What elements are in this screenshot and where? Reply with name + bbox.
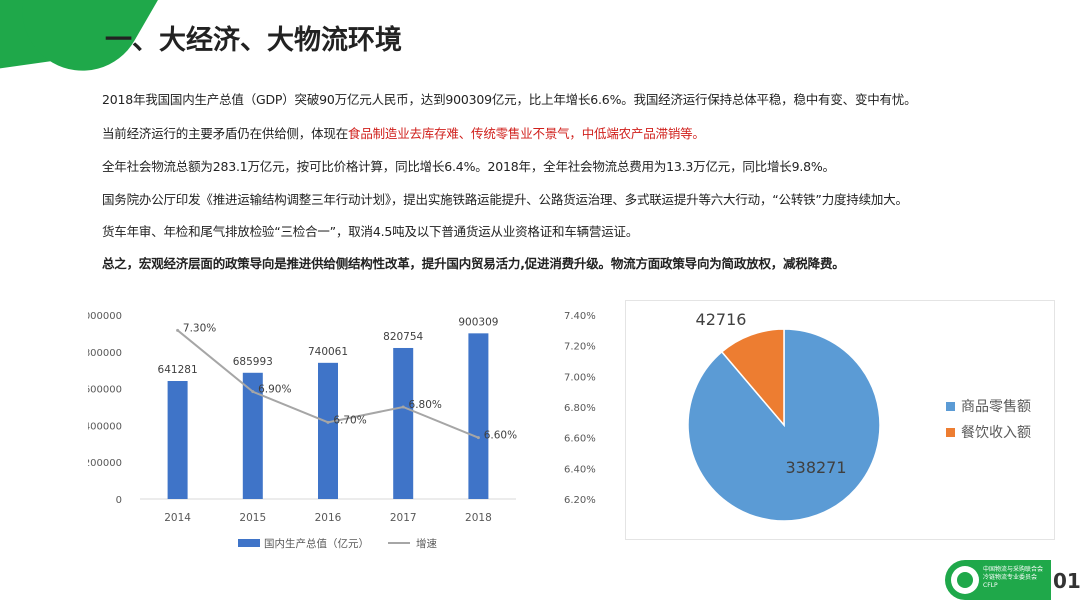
footer-org-abbr: CFLP <box>983 582 998 589</box>
growth-rate-point <box>176 328 180 332</box>
pie-slice-label: 338271 <box>785 458 846 477</box>
gdp-bar-value-label: 900309 <box>458 316 498 328</box>
growth-rate-label: 6.70% <box>333 414 366 426</box>
right-axis-tick-label: 6.20% <box>564 495 596 506</box>
gdp-bar-value-label: 820754 <box>383 331 423 343</box>
pie-legend-swatch <box>946 428 955 437</box>
pie-legend-label: 商品零售额 <box>961 399 1031 415</box>
right-axis-tick-label: 6.80% <box>564 403 596 414</box>
gdp-bar <box>468 333 489 499</box>
left-axis-tick-label: 1000000 <box>88 311 122 322</box>
retail-pie-chart: 338271 42716 商品零售额餐饮收入额 <box>625 300 1055 540</box>
page-title: 一、大经济、大物流环境 <box>105 25 402 56</box>
footer-org-line2: 冷链物流专业委员会 <box>983 574 1038 581</box>
gdp-chart: 0 200000 400000 600000 800000 1000000 6.20% 6.4… <box>77 302 598 562</box>
legend-label-gdp: 国内生产总值（亿元） <box>264 537 369 550</box>
paragraph-policy: 国务院办公厅印发《推进运输结构调整三年行动计划》，提出实施铁路运能提升、公路货运… <box>102 192 908 207</box>
gdp-bar-value-label: 641281 <box>158 364 198 376</box>
pie-legend-label: 餐饮收入额 <box>961 425 1031 441</box>
footer-brand: 中国物流与采购联合会 冷链物流专业委员会 CFLP 01 <box>945 558 1080 608</box>
legend-swatch-gdp <box>238 539 260 547</box>
gdp-bar-value-label: 740061 <box>308 346 348 358</box>
gdp-chart-svg: 0 200000 400000 600000 800000 1000000 6.20% 6.4… <box>77 311 596 550</box>
gdp-bar <box>393 347 414 499</box>
left-axis-tick-label: 600000 <box>88 385 122 396</box>
growth-rate-label: 6.80% <box>409 399 442 411</box>
right-axis-tick-label: 7.00% <box>564 372 596 383</box>
left-axis-tick-label: 400000 <box>88 421 122 432</box>
x-axis-tick-label: 2016 <box>315 512 342 524</box>
left-axis-tick-label: 200000 <box>88 458 122 469</box>
x-axis-tick-label: 2014 <box>164 512 191 524</box>
growth-rate-point <box>326 420 330 424</box>
pie-slice-label: 42716 <box>696 310 747 329</box>
left-axis-tick-label: 0 <box>116 495 122 506</box>
pie-legend-swatch <box>946 402 955 411</box>
growth-rate-label: 7.30% <box>183 322 216 334</box>
pie-slice <box>720 328 785 428</box>
right-axis-tick-label: 7.40% <box>564 311 596 322</box>
x-axis-tick-label: 2017 <box>390 512 417 524</box>
gdp-bar <box>318 362 338 499</box>
paragraph-summary: 总之，宏观经济层面的政策导向是推进供给侧结构性改革，提升国内贸易活力,促进消费升… <box>102 256 845 271</box>
footer-org-line1: 中国物流与采购联合会 <box>983 566 1044 573</box>
growth-rate-point <box>476 436 480 440</box>
paragraph-logistics: 全年社会物流总额为283.1万亿元，按可比价格计算，同比增长6.4%。2018年… <box>102 159 835 174</box>
cflp-logo-icon <box>951 566 979 594</box>
right-axis-tick-label: 7.20% <box>564 342 596 353</box>
growth-rate-label: 6.60% <box>484 430 517 442</box>
page-number: 01 <box>1053 569 1080 593</box>
legend-label-growth: 增速 <box>416 537 437 550</box>
paragraph-trucks: 货车年审、年检和尾气排放检验“三检合一”，取消4.5吨及以下普通货运从业资格证和… <box>102 224 639 239</box>
x-axis-tick-label: 2018 <box>465 512 492 524</box>
growth-rate-label: 6.90% <box>258 384 291 396</box>
gdp-bar <box>242 372 263 499</box>
right-axis-tick-label: 6.40% <box>564 464 596 475</box>
right-axis-tick-label: 6.60% <box>564 434 596 445</box>
paragraph-gdp: 2018年我国国内生产总值（GDP）突破90万亿元人民币，达到900309亿元，… <box>102 92 917 107</box>
left-axis-tick-label: 800000 <box>88 348 122 359</box>
gdp-bar-value-label: 685993 <box>233 356 273 368</box>
paragraph-contradiction-lead: 当前经济运行的主要矛盾仍在供给侧，体现在 <box>102 126 349 141</box>
footer-org: 中国物流与采购联合会 冷链物流专业委员会 CFLP <box>983 566 1043 590</box>
x-axis-tick-label: 2015 <box>239 512 266 524</box>
paragraph-contradiction: 当前经济运行的主要矛盾仍在供给侧，体现在食品制造业去库存难、传统零售业不景气，中… <box>102 123 705 142</box>
gdp-bar <box>167 381 188 499</box>
growth-rate-point <box>401 405 405 409</box>
growth-rate-point <box>251 390 255 394</box>
paragraph-contradiction-highlight: 食品制造业去库存难、传统零售业不景气，中低端农产品滞销等。 <box>348 126 705 141</box>
